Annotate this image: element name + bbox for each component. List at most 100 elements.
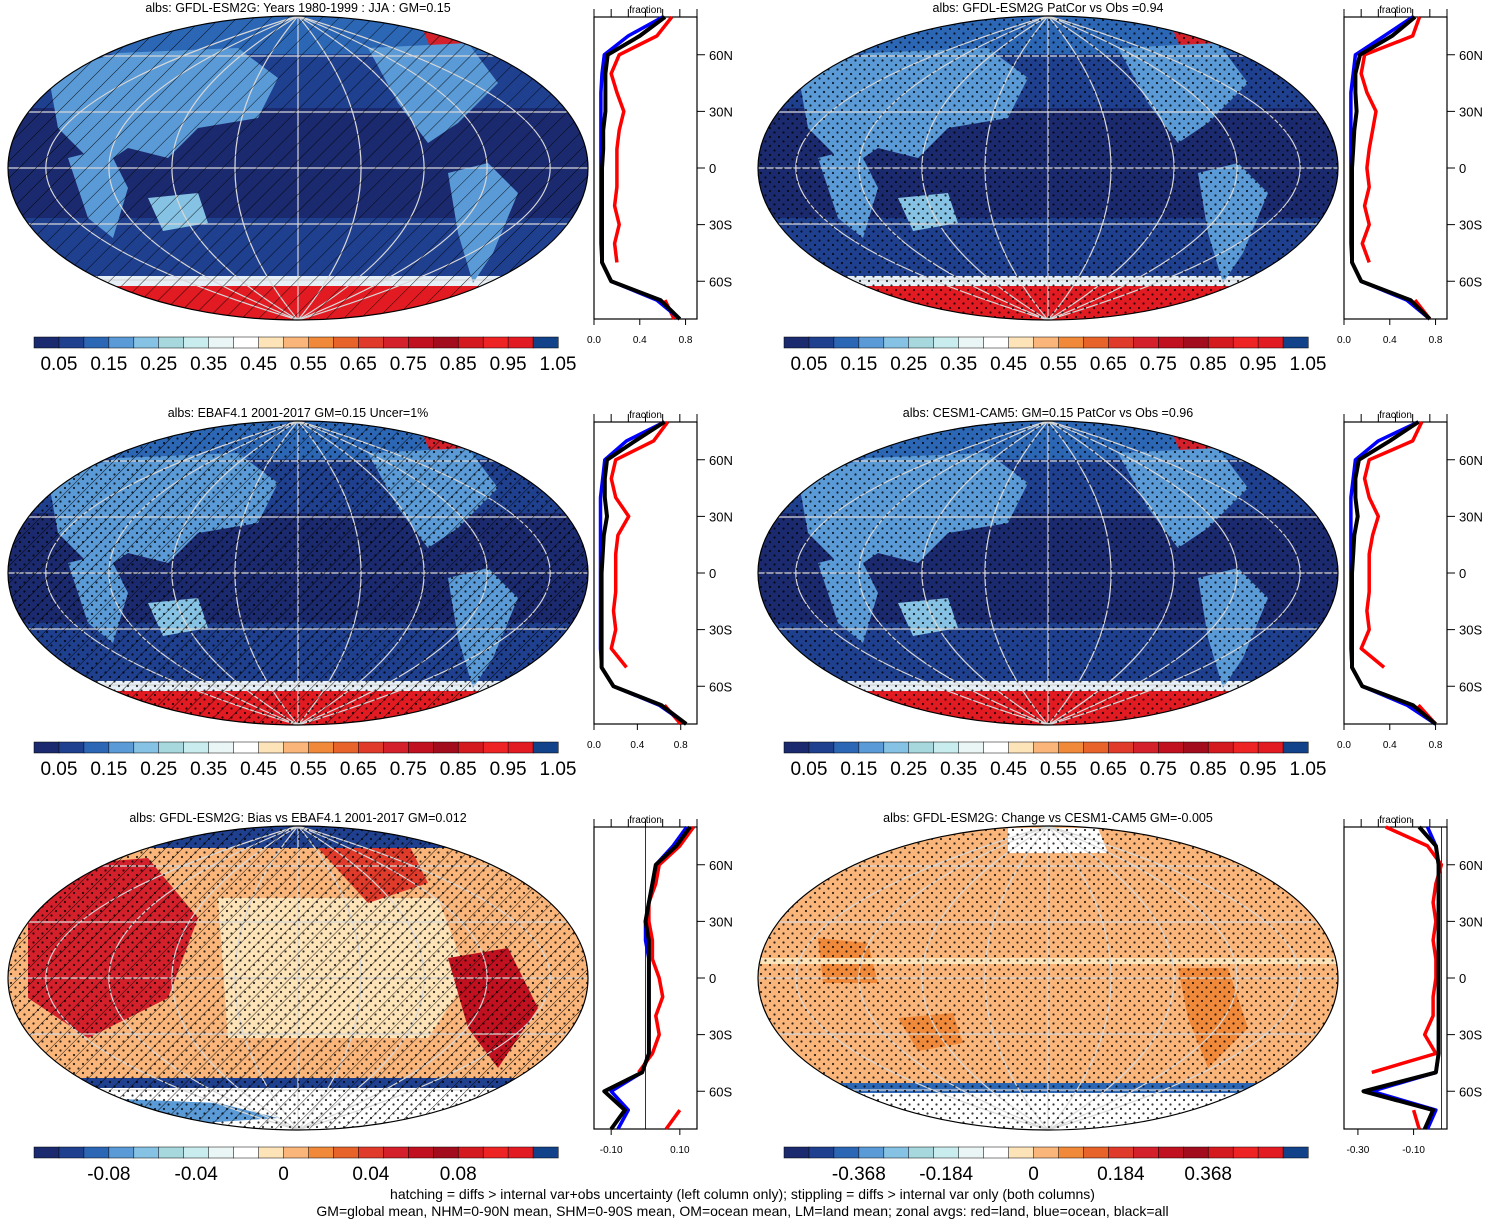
panel-title: albs: GFDL-ESM2G PatCor vs Obs =0.94: [933, 1, 1164, 15]
zonal-tick-label: 0.4: [1383, 740, 1397, 751]
colorbar-cell: [158, 336, 185, 349]
colorbar-cell: [783, 336, 810, 349]
colorbar-cell: [833, 741, 860, 754]
colorbar-cell: [333, 336, 359, 349]
colorbar-tick-label: 0.85: [440, 759, 477, 780]
colorbar-cell: [1083, 336, 1109, 349]
colorbar-cell: [408, 1146, 434, 1159]
panel-title: albs: EBAF4.1 2001-2017 GM=0.15 Uncer=1%: [168, 406, 429, 420]
panel-title: albs: GFDL-ESM2G: Years 1980-1999 : JJA …: [145, 1, 450, 15]
colorbar-cell: [908, 1146, 935, 1159]
colorbar-tick-label: 0.05: [40, 354, 77, 375]
colorbar-cell: [1008, 336, 1035, 349]
colorbar-tick-label: 0.35: [940, 759, 977, 780]
zonal-lat-label: 30S: [1459, 1028, 1482, 1043]
colorbar-cell: [432, 741, 459, 754]
colorbar-cell: [208, 1146, 235, 1159]
zonal-tick-label: 0.4: [1383, 335, 1397, 346]
colorbar-tick-label: 0.95: [490, 354, 527, 375]
colorbar-cell: [83, 741, 110, 754]
colorbar-cell: [1058, 1146, 1084, 1159]
zonal-lat-label: 0: [1459, 566, 1466, 581]
map-border: [757, 825, 1339, 1131]
colorbar-cell: [1083, 741, 1109, 754]
zonal-lat-label: 30S: [1459, 623, 1482, 638]
zonal-lat-label: 60S: [1459, 274, 1482, 289]
map-field: [8, 421, 588, 725]
colorbar-cell: [233, 336, 260, 349]
zonal-lat-label: 60N: [1459, 48, 1483, 63]
colorbar-tick-label: 0.15: [90, 759, 127, 780]
colorbar-tick-label: -0.184: [919, 1164, 973, 1185]
colorbar-tick-label: 0.184: [1097, 1164, 1145, 1185]
colorbar-cell: [958, 336, 985, 349]
colorbar-cell: [808, 1146, 835, 1159]
colorbar-cell: [33, 336, 60, 349]
colorbar-cell: [858, 1146, 885, 1159]
zonal-tick-label: 0.8: [674, 740, 688, 751]
zonal-lat-label: 60N: [709, 858, 733, 873]
colorbar-cell: [1182, 1146, 1209, 1159]
zonal-tick-label: 0.4: [633, 335, 647, 346]
colorbar-cell: [83, 1146, 110, 1159]
colorbar-cell: [983, 1146, 1010, 1159]
zonal-lat-label: 30N: [709, 104, 733, 119]
zonal-lat-label: 0: [709, 161, 716, 176]
colorbar-cell: [1058, 336, 1084, 349]
zonal-lat-label: 0: [1459, 161, 1466, 176]
colorbar-cell: [1282, 741, 1309, 754]
colorbar-cell: [933, 1146, 960, 1159]
colorbar-cell: [783, 741, 810, 754]
colorbar-cell: [108, 336, 135, 349]
zonal-lat-label: 30S: [1459, 218, 1482, 233]
colorbar-cell: [1133, 336, 1159, 349]
colorbar-tick-label: 0.75: [1140, 354, 1177, 375]
map-field: [8, 16, 588, 320]
map-border: [757, 420, 1339, 726]
colorbar-tick-label: 1.05: [540, 354, 577, 375]
colorbar-tick-label: -0.04: [175, 1164, 219, 1185]
colorbar-cell: [1182, 741, 1209, 754]
colorbar-cell: [1083, 1146, 1109, 1159]
colorbar-tick-label: 1.05: [1290, 354, 1327, 375]
colorbar-cell: [58, 741, 85, 754]
colorbar-tick-label: 0.15: [840, 354, 877, 375]
zonal-lat-label: 60N: [709, 48, 733, 63]
colorbar-cell: [883, 336, 910, 349]
colorbar-cell: [358, 1146, 384, 1159]
colorbar-tick-label: 0.45: [240, 354, 277, 375]
colorbar-cell: [908, 336, 935, 349]
map-field: [758, 421, 1338, 725]
colorbar-tick-label: 1.05: [540, 759, 577, 780]
stippling: [8, 826, 588, 1130]
zonal-line-all: [600, 15, 682, 321]
zonal-lat-label: 30S: [709, 1028, 732, 1043]
colorbar-tick-label: 0.85: [440, 354, 477, 375]
colorbar-cell: [383, 741, 409, 754]
colorbar-cell: [808, 741, 835, 754]
zonal-tick-label: 0.8: [1429, 335, 1443, 346]
colorbar-cell: [108, 741, 135, 754]
colorbar-cell: [1033, 741, 1060, 754]
colorbar-cell: [208, 741, 235, 754]
stippling: [8, 421, 588, 725]
colorbar-cell: [933, 336, 960, 349]
colorbar-cell: [1232, 336, 1259, 349]
colorbar-cell: [908, 741, 935, 754]
colorbar-tick-label: 0.55: [1040, 354, 1077, 375]
zonal-lat-label: 60S: [709, 679, 732, 694]
colorbar-cell: [507, 336, 534, 349]
colorbar-cell: [1008, 741, 1035, 754]
colorbar-tick-label: -0.08: [87, 1164, 130, 1185]
zonal-lat-label: 0: [709, 971, 716, 986]
colorbar-cell: [1033, 1146, 1060, 1159]
zonal-line-all: [602, 825, 692, 1131]
colorbar-cell: [308, 741, 334, 754]
colorbar-cell: [33, 1146, 60, 1159]
zonal-lat-label: 60S: [1459, 679, 1482, 694]
colorbar-cell: [158, 741, 185, 754]
colorbar-cell: [1158, 336, 1184, 349]
colorbar-tick-label: 0.65: [340, 759, 377, 780]
colorbar-cell: [1282, 336, 1309, 349]
colorbar-cell: [457, 336, 484, 349]
